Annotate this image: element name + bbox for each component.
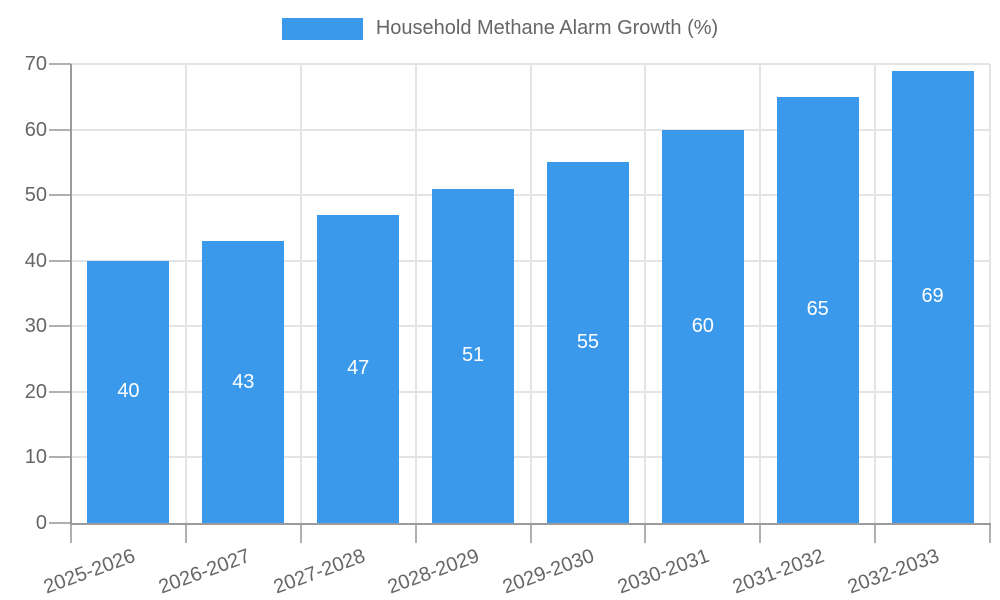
- legend-label: Household Methane Alarm Growth (%): [375, 17, 719, 39]
- x-tick-mark: [529, 523, 532, 543]
- x-gridline: [184, 64, 187, 523]
- x-tick-mark: [874, 523, 877, 543]
- bar-value-label: 60: [691, 314, 714, 337]
- y-tick-mark: [49, 63, 71, 65]
- x-gridline: [644, 64, 647, 523]
- bar-value-label: 47: [347, 357, 370, 380]
- bar[interactable]: 60: [661, 129, 744, 523]
- y-tick-label: 70: [24, 53, 47, 75]
- bar-value-label: 40: [117, 380, 140, 403]
- bar-value-label: 55: [576, 331, 600, 354]
- x-tick-mark: [644, 523, 647, 543]
- x-tick-label: 2029-2030: [500, 545, 598, 599]
- y-tick-label: 0: [35, 512, 47, 534]
- x-gridline: [414, 64, 417, 523]
- y-tick-mark: [49, 194, 71, 197]
- bar-value-label: 65: [806, 298, 829, 321]
- y-tick-mark: [49, 522, 71, 524]
- bar[interactable]: 47: [317, 214, 400, 523]
- legend-item[interactable]: Household Methane Alarm Growth (%): [0, 17, 1000, 40]
- y-tick-mark: [49, 259, 71, 262]
- y-tick-mark: [49, 128, 71, 131]
- plot-area: 40 43 47 51 55 60 65 69: [71, 63, 991, 523]
- x-tick-label: 2030-2031: [614, 545, 713, 599]
- bar-value-label: 69: [921, 285, 944, 308]
- x-tick-label: 2026-2027: [155, 545, 253, 599]
- x-tick-label: 2025-2026: [40, 545, 138, 599]
- y-tick-mark: [49, 390, 71, 393]
- x-axis-line: [70, 523, 991, 525]
- y-tick-mark: [49, 325, 71, 328]
- bar[interactable]: 65: [776, 96, 859, 523]
- bar[interactable]: 69: [891, 70, 974, 523]
- x-tick-mark: [759, 523, 762, 543]
- bar-value-label: 51: [461, 344, 485, 367]
- x-gridline: [989, 64, 991, 523]
- y-tick-label: 50: [24, 184, 47, 207]
- bar-value-label: 43: [232, 370, 255, 393]
- x-tick-label: 2031-2032: [729, 545, 828, 599]
- x-tick-label: 2032-2033: [844, 545, 943, 599]
- y-tick-label: 60: [24, 118, 47, 141]
- x-tick-mark: [184, 523, 187, 543]
- bar[interactable]: 55: [546, 162, 629, 523]
- x-gridline: [874, 64, 877, 523]
- y-tick-mark: [49, 456, 71, 459]
- x-tick-label: 2027-2028: [270, 545, 368, 599]
- bar[interactable]: 51: [432, 188, 515, 523]
- y-axis-line: [70, 64, 72, 523]
- y-tick-label: 20: [24, 380, 47, 403]
- x-tick-label: 2028-2029: [385, 545, 483, 599]
- x-tick-mark: [299, 523, 302, 543]
- legend-swatch: [281, 17, 363, 40]
- x-gridline: [529, 64, 532, 523]
- x-gridline: [759, 64, 762, 523]
- x-gridline: [299, 64, 302, 523]
- y-tick-label: 30: [24, 315, 47, 338]
- x-tick-mark: [70, 523, 72, 543]
- y-tick-label: 40: [24, 249, 47, 272]
- x-tick-mark: [414, 523, 417, 543]
- bar[interactable]: 43: [202, 241, 285, 523]
- bar[interactable]: 40: [87, 260, 170, 523]
- x-tick-mark: [989, 523, 991, 543]
- y-tick-label: 10: [24, 446, 47, 469]
